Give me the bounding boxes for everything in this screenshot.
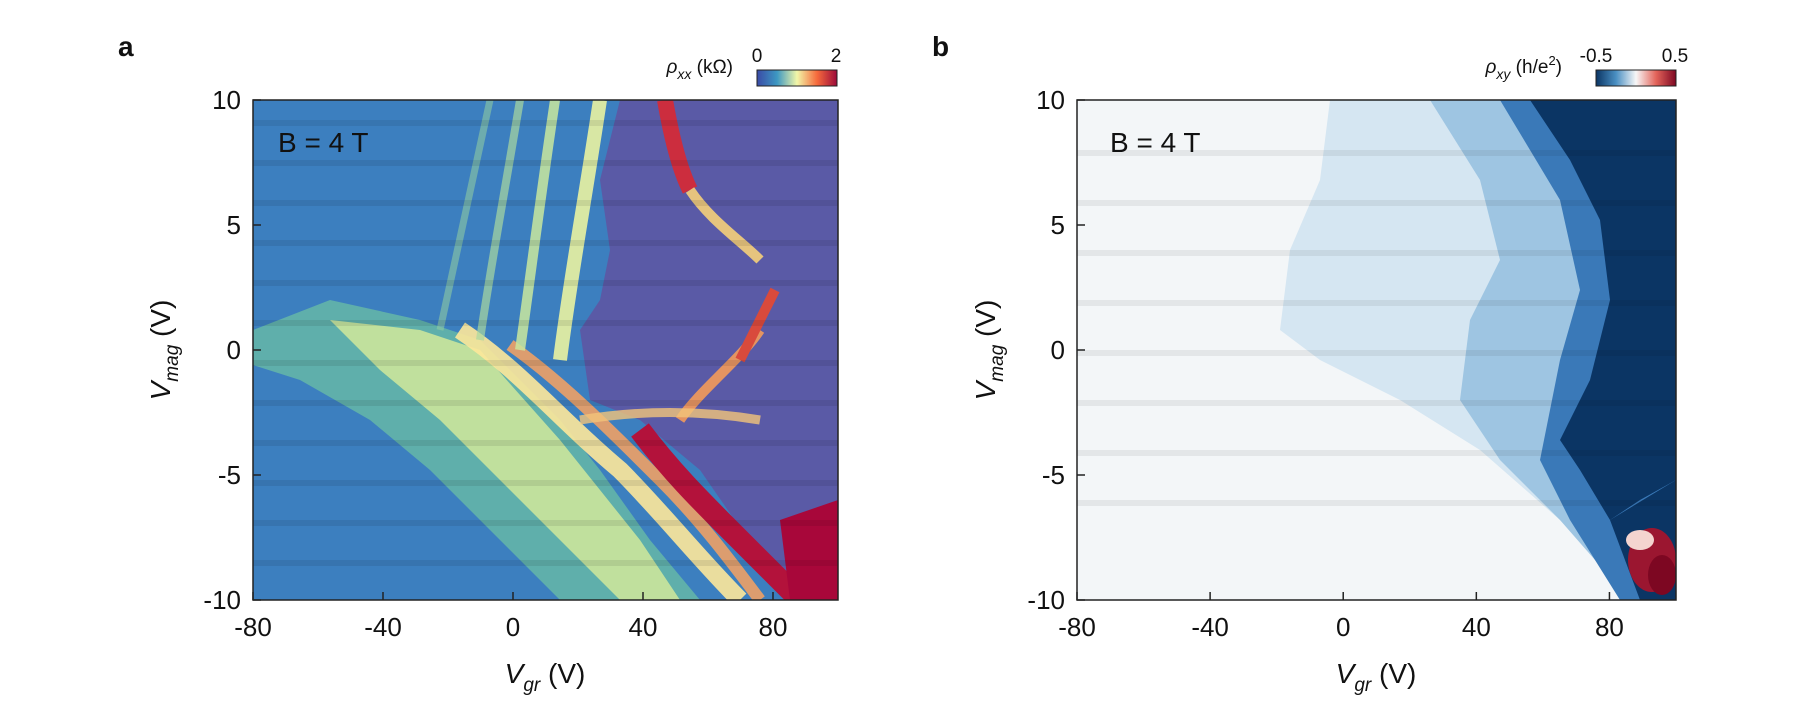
panel-b-ytick-label: 0 [1051,335,1065,365]
panel-b-colorbar-label: ρxy (h/e2) [1485,53,1562,82]
panel-a-colorbar: ρxx (kΩ) 0 2 [665,46,842,87]
panel-a-xtick-label: 40 [629,612,658,642]
panel-b-xtick-label: 80 [1595,612,1624,642]
panel-a-xtick-label: 80 [759,612,788,642]
panel-a-xtick-label: 0 [506,612,520,642]
panel-a-ytick-label: 10 [212,85,241,115]
panel-b-letter: b [932,31,949,62]
panel-b-xtick-label: -80 [1058,612,1096,642]
panel-a-colorbar-label: ρxx (kΩ) [665,57,733,82]
panel-a-letter: a [118,31,134,62]
panel-b-stripes [1077,150,1676,506]
panel-a-stripes [253,120,838,566]
panel-b-colorbar-max: 0.5 [1662,46,1688,67]
panel-b-ytick-label: 5 [1051,210,1065,240]
panel-a-ytick-label: -10 [203,585,241,615]
panel-b-ytick-label: -10 [1027,585,1065,615]
panel-b-xtick-label: 40 [1462,612,1491,642]
panel-a-ylabel: Vmag (V) [145,300,183,401]
panel-b-colorbar-min: -0.5 [1580,46,1613,67]
panel-a-ticks: -80 -40 0 40 80 10 5 0 -5 -10 [203,85,787,642]
panel-b-colorbar: ρxy (h/e2) -0.5 0.5 [1485,46,1688,87]
panel-a-ytick-label: 5 [227,210,241,240]
panel-b-ticks: -80 -40 0 40 80 10 5 0 -5 -10 [1027,85,1623,642]
panel-a-xtick-label: -40 [364,612,402,642]
panel-b-xlabel: Vgr (V) [1336,658,1417,696]
panel-b-ytick-label: 10 [1036,85,1065,115]
panel-b-heatmap [1077,100,1676,600]
panel-a-heatmap [253,100,838,600]
panel-a-colorbar-max: 2 [831,46,842,67]
panel-a-xlabel: Vgr (V) [505,658,586,696]
panel-b: b -80 -40 0 4 [932,31,1688,696]
panel-a-colorbar-min: 0 [752,46,763,67]
panel-b-ylabel: Vmag (V) [970,300,1008,401]
panel-b-annotation: B = 4 T [1110,127,1201,158]
panel-b-xtick-label: 0 [1336,612,1350,642]
panel-b-ytick-label: -5 [1042,460,1065,490]
panel-b-xtick-label: -40 [1191,612,1229,642]
panel-a-xtick-label: -80 [234,612,272,642]
panel-a-ytick-label: -5 [218,460,241,490]
panel-a-annotation: B = 4 T [278,127,369,158]
panel-a-ytick-label: 0 [227,335,241,365]
panel-a: a [118,31,841,696]
